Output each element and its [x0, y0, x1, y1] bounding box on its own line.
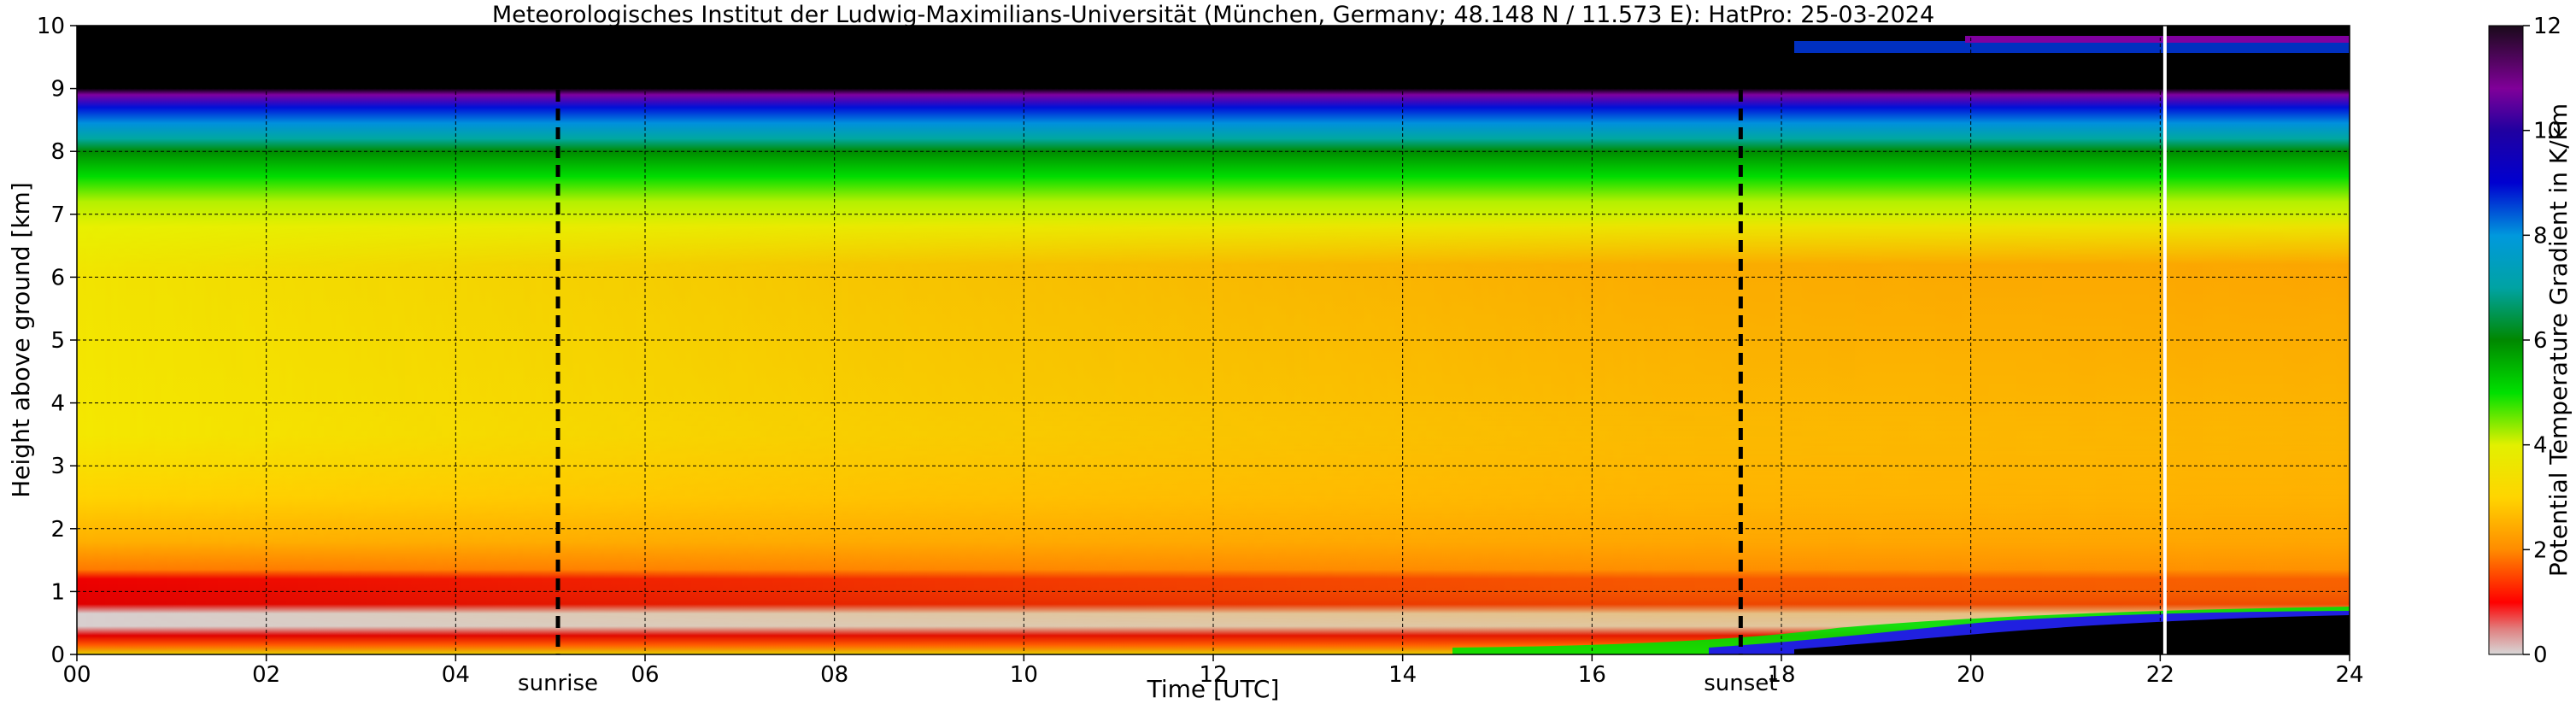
x-axis-label: Time [UTC] [1147, 675, 1280, 703]
marker-label-sunrise: sunrise [518, 671, 598, 696]
x-tick-label: 00 [62, 662, 91, 688]
colorbar-tick-label: 0 [2533, 642, 2548, 668]
x-tick-label: 04 [442, 662, 470, 688]
x-tick-label: 20 [1957, 662, 1985, 688]
y-tick-label: 9 [50, 77, 65, 103]
colorbar: 0 2 4 6 8 10 12 Potential Temperature Gradient… [2488, 14, 2573, 668]
grid-lines [77, 26, 2350, 654]
x-tick-label: 02 [252, 662, 280, 688]
colorbar-tick-label: 10 [2533, 119, 2561, 144]
x-tick-label: 14 [1388, 662, 1417, 688]
heatmap-upper-right-band [1794, 41, 2350, 53]
x-axis-ticks: 00 02 04 06 08 10 12 14 16 18 20 22 24 [62, 654, 2364, 688]
y-tick-label: 5 [50, 328, 65, 354]
time-markers: sunrise sunset [518, 26, 2167, 696]
y-tick-label: 4 [50, 391, 65, 417]
y-tick-label: 1 [50, 579, 65, 605]
heatmap-evening-dark-layer [1794, 615, 2350, 654]
heatmap-upper-right-purple [1965, 36, 2350, 43]
y-tick-label: 10 [37, 14, 65, 39]
colorbar-gradient [2488, 25, 2524, 655]
colorbar-tick-label: 8 [2533, 223, 2548, 249]
y-tick-label: 8 [50, 139, 65, 165]
marker-label-sunset: sunset [1704, 671, 1777, 696]
y-tick-label: 3 [50, 454, 65, 479]
y-tick-label: 0 [50, 642, 65, 668]
y-tick-label: 6 [50, 265, 65, 290]
x-tick-label: 08 [820, 662, 848, 688]
x-tick-label: 22 [2146, 662, 2174, 688]
x-tick-label: 06 [631, 662, 659, 688]
x-tick-label: 12 [1199, 662, 1227, 688]
x-tick-label: 10 [1010, 662, 1038, 688]
x-tick-label: 16 [1578, 662, 1606, 688]
y-axis-ticks: 0 1 2 3 4 5 6 7 8 9 10 [37, 14, 77, 668]
y-tick-label: 2 [50, 517, 65, 543]
y-axis-label: Height above ground [km] [7, 182, 35, 498]
chart-title: Meteorologisches Institut der Ludwig-Max… [492, 2, 1934, 28]
colorbar-ticks: 0 2 4 6 8 10 12 [2523, 14, 2561, 668]
y-tick-label: 7 [50, 202, 65, 228]
colorbar-label: Potential Temperature Gradient in K/km [2544, 103, 2573, 577]
colorbar-tick-label: 12 [2533, 14, 2561, 39]
colorbar-tick-label: 4 [2533, 433, 2548, 459]
x-tick-label: 18 [1767, 662, 1795, 688]
colorbar-tick-label: 6 [2533, 328, 2548, 354]
colorbar-tick-label: 2 [2533, 537, 2548, 563]
x-tick-label: 24 [2335, 662, 2363, 688]
